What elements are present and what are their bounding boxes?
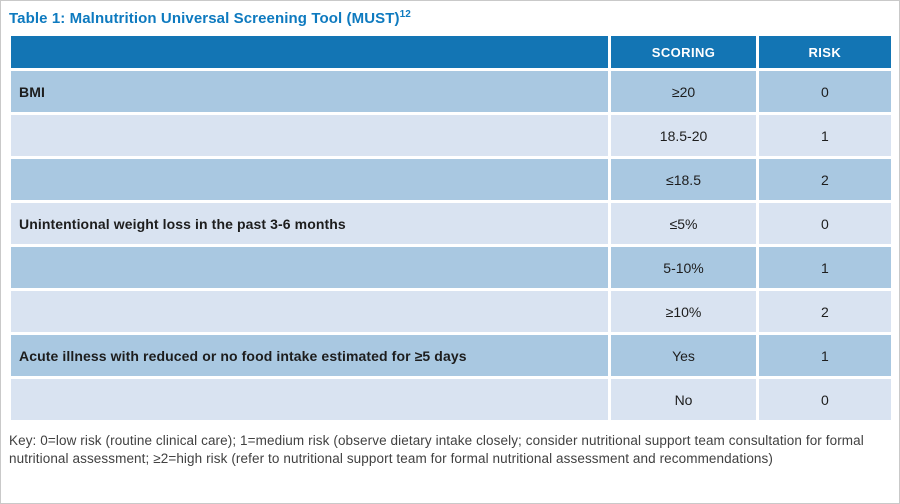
risk-cell: 1 bbox=[758, 247, 891, 288]
table-row: 18.5-20 1 bbox=[11, 115, 891, 156]
scoring-cell: Yes bbox=[611, 335, 756, 376]
scoring-cell: ≤18.5 bbox=[611, 159, 756, 200]
risk-cell: 0 bbox=[758, 379, 891, 420]
table-title: Table 1: Malnutrition Universal Screenin… bbox=[8, 7, 892, 33]
scoring-cell: No bbox=[611, 379, 756, 420]
risk-cell: 2 bbox=[758, 159, 891, 200]
table-row: No 0 bbox=[11, 379, 891, 420]
risk-cell: 2 bbox=[758, 291, 891, 332]
header-row: SCORING RISK bbox=[11, 36, 891, 68]
scoring-cell: 5-10% bbox=[611, 247, 756, 288]
scoring-cell: ≥20 bbox=[611, 71, 756, 112]
page: Table 1: Malnutrition Universal Screenin… bbox=[1, 1, 899, 468]
scoring-cell: 18.5-20 bbox=[611, 115, 756, 156]
risk-cell: 0 bbox=[758, 71, 891, 112]
criteria-cell bbox=[11, 247, 609, 288]
table-row: ≥10% 2 bbox=[11, 291, 891, 332]
table-row: ≤18.5 2 bbox=[11, 159, 891, 200]
criteria-cell bbox=[11, 115, 609, 156]
header-risk: RISK bbox=[758, 36, 891, 68]
table-row: BMI ≥20 0 bbox=[11, 71, 891, 112]
risk-cell: 0 bbox=[758, 203, 891, 244]
criteria-cell bbox=[11, 379, 609, 420]
table-row: 5-10% 1 bbox=[11, 247, 891, 288]
header-scoring: SCORING bbox=[611, 36, 756, 68]
must-table: SCORING RISK BMI ≥20 0 18.5-20 1 ≤18.5 2… bbox=[8, 33, 894, 423]
header-criteria bbox=[11, 36, 609, 68]
risk-cell: 1 bbox=[758, 335, 891, 376]
criteria-cell: BMI bbox=[11, 71, 609, 112]
criteria-cell bbox=[11, 291, 609, 332]
criteria-cell: Unintentional weight loss in the past 3-… bbox=[11, 203, 609, 244]
key-text: Key: 0=low risk (routine clinical care);… bbox=[9, 433, 864, 466]
risk-cell: 1 bbox=[758, 115, 891, 156]
scoring-cell: ≤5% bbox=[611, 203, 756, 244]
scoring-cell: ≥10% bbox=[611, 291, 756, 332]
table-title-citation: 12 bbox=[399, 9, 411, 20]
table-row: Unintentional weight loss in the past 3-… bbox=[11, 203, 891, 244]
table-title-text: Table 1: Malnutrition Universal Screenin… bbox=[9, 10, 400, 27]
criteria-cell: Acute illness with reduced or no food in… bbox=[11, 335, 609, 376]
table-row: Acute illness with reduced or no food in… bbox=[11, 335, 891, 376]
criteria-cell bbox=[11, 159, 609, 200]
